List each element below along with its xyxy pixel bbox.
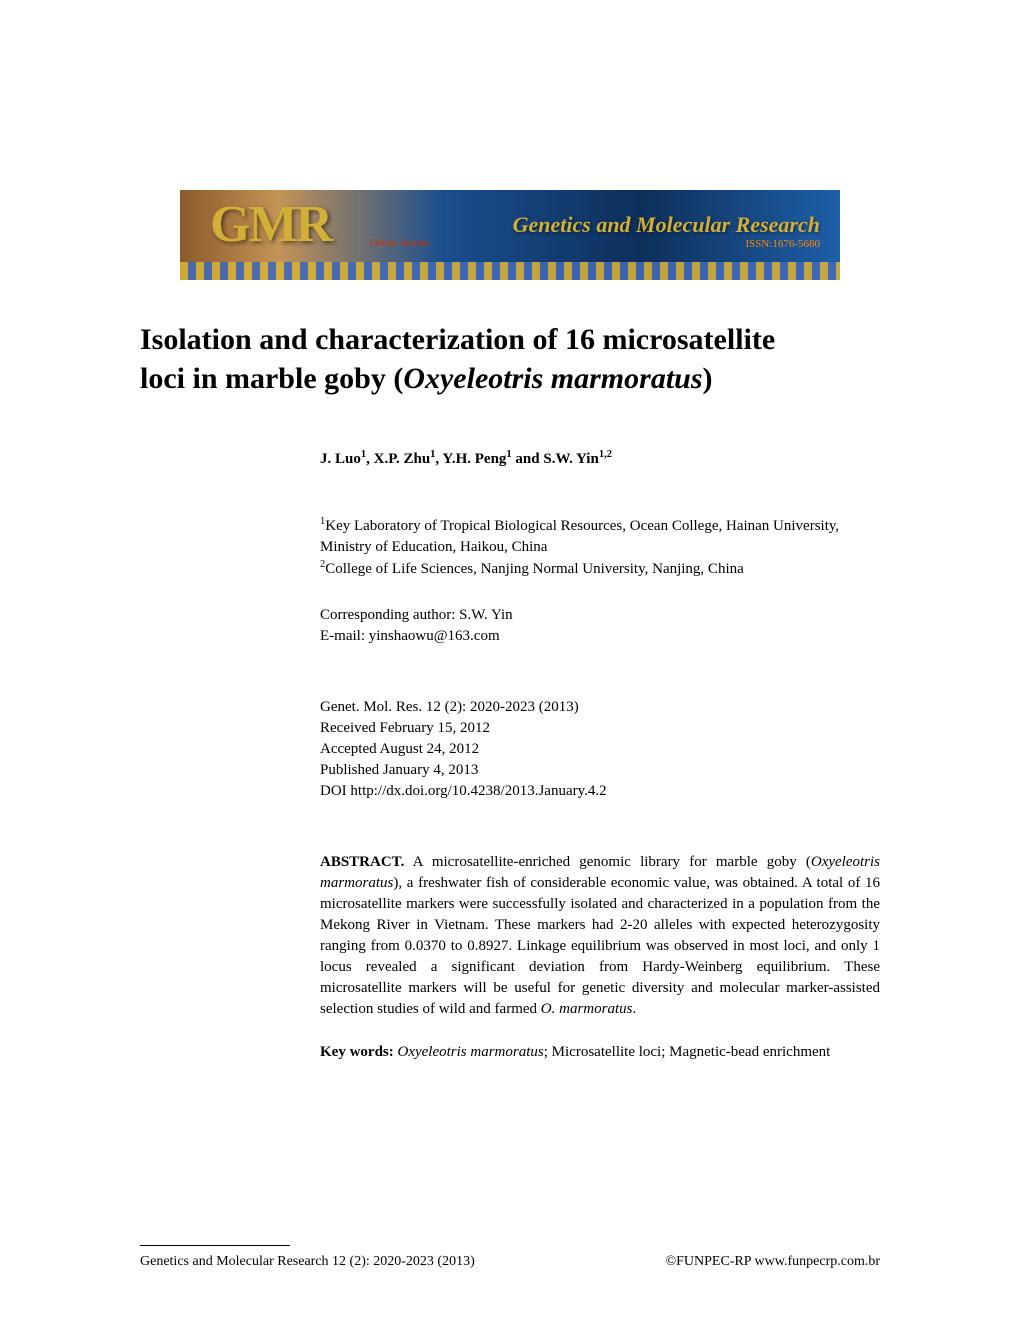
affiliations-block: 1Key Laboratory of Tropical Biological R… <box>320 515 880 580</box>
footer-copyright: ©FUNPEC-RP www.funpecrp.com.br <box>665 1254 880 1270</box>
abstract-text-2: ), a freshwater fish of considerable eco… <box>320 875 880 1017</box>
author-4-affil: 1,2 <box>599 449 612 460</box>
citation-doi: DOI http://dx.doi.org/10.4238/2013.Janua… <box>320 781 880 802</box>
title-line1: Isolation and characterization of 16 mic… <box>140 323 775 356</box>
banner-issn: ISSN:1676-5680 <box>745 238 820 250</box>
banner-border-decoration <box>180 262 840 280</box>
banner-journal-name: Genetics and Molecular Research <box>513 212 820 238</box>
authors-block: J. Luo1, X.P. Zhu1, Y.H. Peng1 and S.W. … <box>320 448 880 470</box>
keywords-terms: ; Microsatellite loci; Magnetic-bead enr… <box>544 1044 831 1060</box>
article-title: Isolation and characterization of 16 mic… <box>140 320 880 398</box>
footer-text: Genetics and Molecular Research 12 (2): … <box>140 1254 880 1270</box>
page-footer: Genetics and Molecular Research 12 (2): … <box>140 1245 880 1270</box>
title-line2-post: ) <box>703 362 713 395</box>
abstract-block: ABSTRACT. A microsatellite-enriched geno… <box>320 852 880 1020</box>
author-3: Y.H. Peng <box>442 451 506 467</box>
keywords-species: Oxyeleotris marmoratus <box>398 1044 544 1060</box>
journal-banner: GMR Genetics and Molecular Research Onli… <box>180 190 840 280</box>
title-line2-pre: loci in marble goby ( <box>140 362 403 395</box>
abstract-text-1: A microsatellite-enriched genomic librar… <box>404 854 811 870</box>
abstract-text-3: . <box>632 1001 636 1017</box>
abstract-label: ABSTRACT. <box>320 854 404 870</box>
author-4: S.W. Yin <box>543 451 598 467</box>
corresponding-author: Corresponding author: S.W. Yin <box>320 605 880 626</box>
keywords-block: Key words: Oxyeleotris marmoratus; Micro… <box>320 1042 880 1063</box>
affiliation-1: 1Key Laboratory of Tropical Biological R… <box>320 515 880 558</box>
corresponding-block: Corresponding author: S.W. Yin E-mail: y… <box>320 605 880 647</box>
banner-gmr-logo: GMR <box>210 195 331 254</box>
author-2: X.P. Zhu <box>374 451 431 467</box>
citation-received: Received February 15, 2012 <box>320 718 880 739</box>
citation-accepted: Accepted August 24, 2012 <box>320 739 880 760</box>
citation-block: Genet. Mol. Res. 12 (2): 2020-2023 (2013… <box>320 697 880 802</box>
keywords-label: Key words: <box>320 1044 394 1060</box>
title-species-name: Oxyeleotris marmoratus <box>403 362 702 395</box>
footer-rule <box>140 1245 290 1246</box>
affiliation-2: 2College of Life Sciences, Nanjing Norma… <box>320 558 880 580</box>
author-1: J. Luo <box>320 451 361 467</box>
page-content: GMR Genetics and Molecular Research Onli… <box>0 0 1020 1143</box>
citation-published: Published January 4, 2013 <box>320 760 880 781</box>
citation-reference: Genet. Mol. Res. 12 (2): 2020-2023 (2013… <box>320 697 880 718</box>
corresponding-email: E-mail: yinshaowu@163.com <box>320 626 880 647</box>
abstract-species-2: O. marmoratus <box>541 1001 633 1017</box>
footer-citation: Genetics and Molecular Research 12 (2): … <box>140 1254 475 1270</box>
banner-online-label: Online Journal <box>370 238 429 249</box>
